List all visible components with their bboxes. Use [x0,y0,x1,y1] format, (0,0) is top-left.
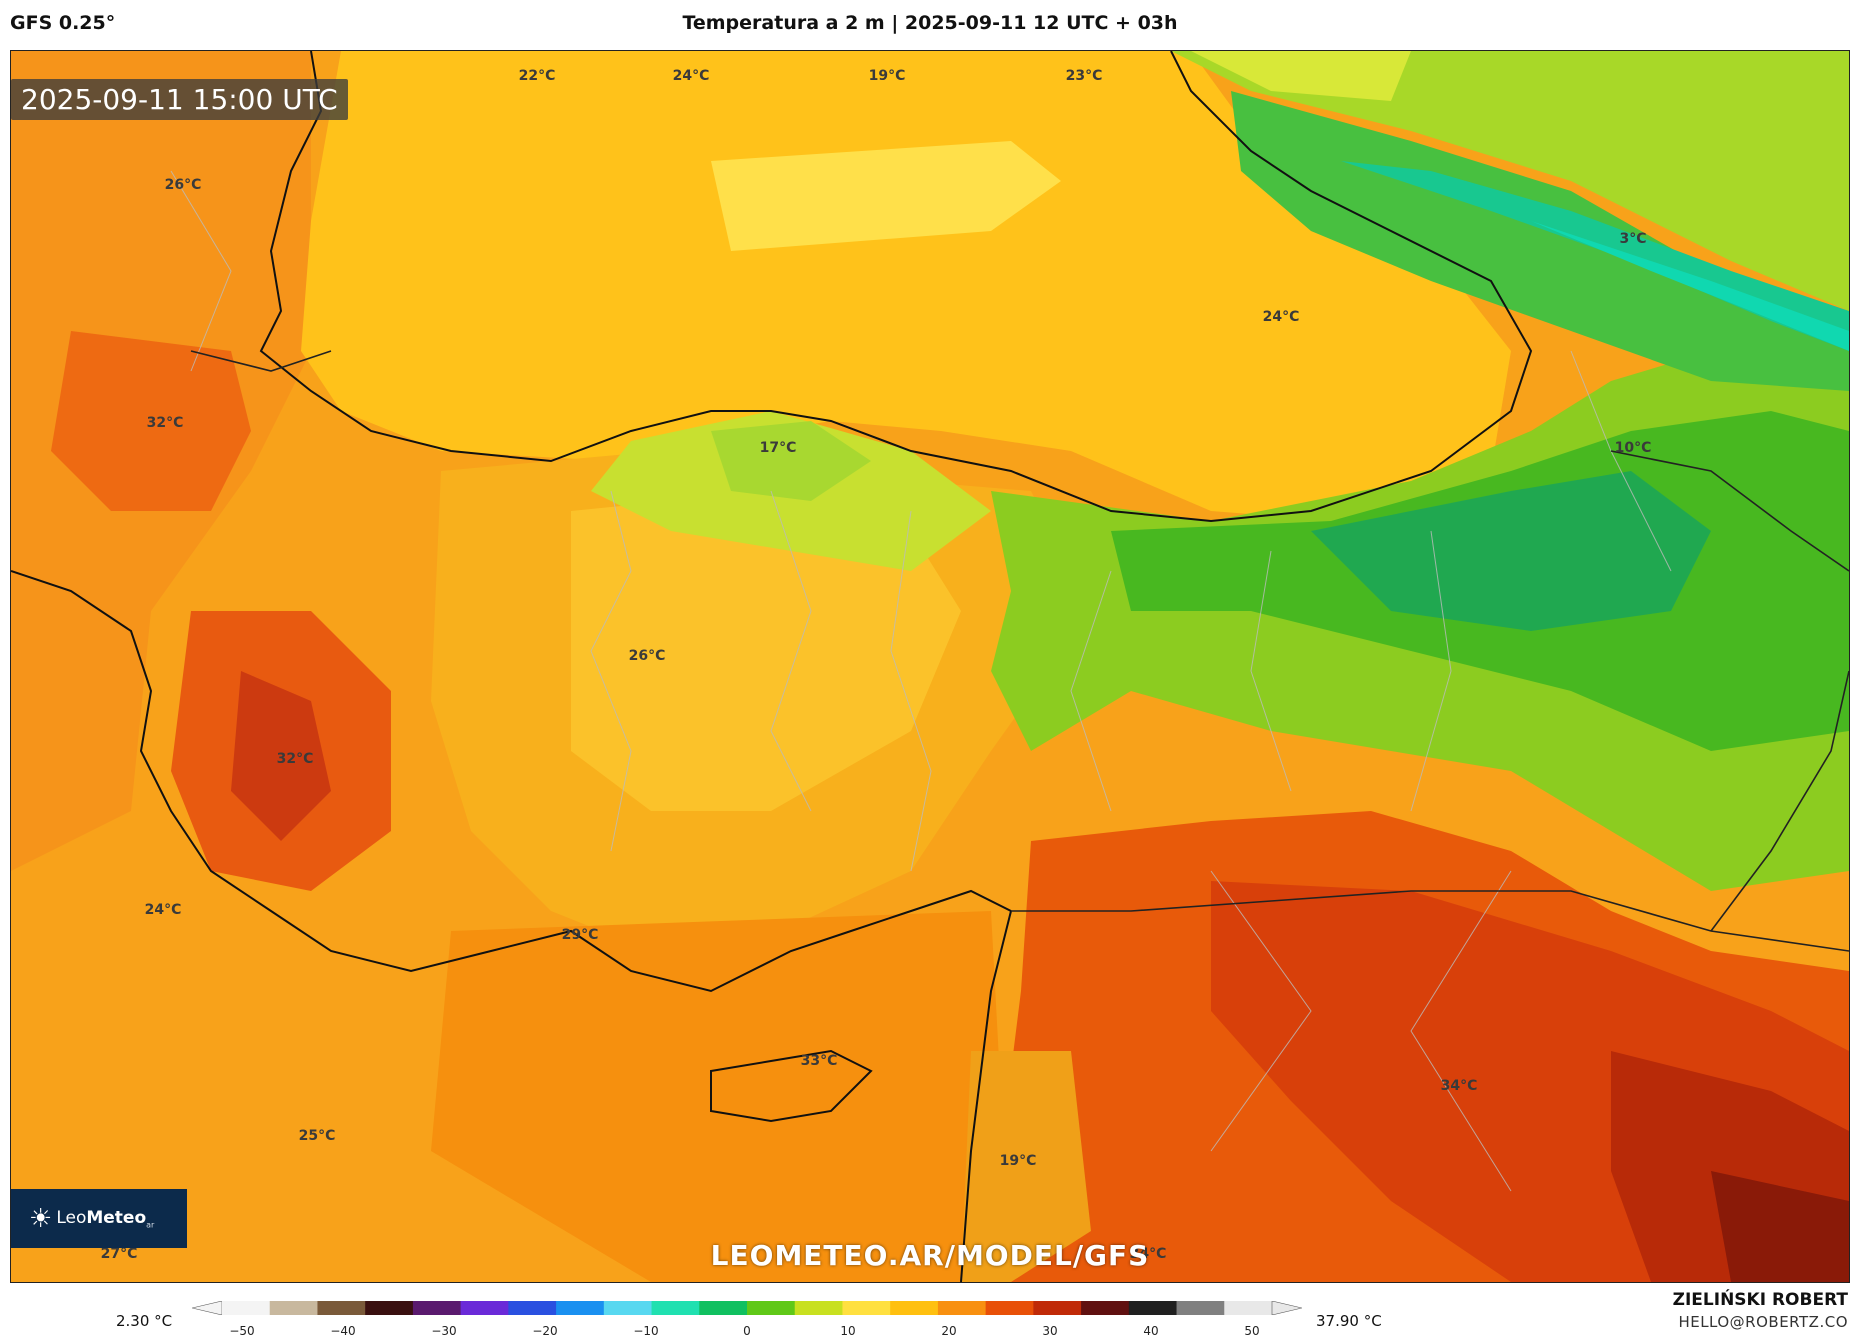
colorbar-segment [508,1301,557,1315]
colorbar-segment [1224,1301,1273,1315]
temp-label: 23°C [1065,68,1103,84]
leometeo-logo: ☀ LeoMeteoar [11,1189,187,1248]
colorbar-max-extend [1271,1301,1302,1315]
colorbar-tick-label: 10 [840,1324,856,1338]
colorbar-tick-label: 30 [1042,1324,1058,1338]
colorbar-tick-label: −30 [431,1324,457,1338]
colorbar-tick-label: 50 [1244,1324,1260,1338]
colorbar-segment [556,1301,605,1315]
logo-text: LeoMeteoar [56,1207,155,1230]
colorbar-segment [937,1301,987,1315]
temp-label: 32°C [146,415,184,431]
temperature-field [11,51,1849,1282]
colorbar-tick-label: 20 [941,1324,957,1338]
colorbar-tick-label: 0 [743,1324,751,1338]
author-name: ZIELIŃSKI ROBERT [1672,1290,1848,1310]
colorbar-segment [747,1301,796,1315]
colorbar-segment [699,1301,748,1315]
temp-label: 29°C [561,927,599,943]
colorbar-tick-label: −10 [633,1324,659,1338]
temp-label: 24°C [144,902,182,918]
colorbar-segment [1081,1301,1130,1315]
temp-label: 22°C [518,68,556,84]
author-email: HELLO@ROBERTZ.CO [1678,1313,1848,1331]
colorbar-tick-label: 40 [1143,1324,1159,1338]
colorbar-max-label: 37.90 °C [1316,1312,1382,1330]
colorbar-tick-label: −40 [330,1324,356,1338]
colorbar-ticks: −50 −40 −30 −20 −10 0 10 20 30 40 50 [192,1324,1302,1340]
temp-label: 34°C [1129,1246,1167,1262]
colorbar-segment [269,1301,318,1315]
temp-label: 19°C [999,1153,1037,1169]
colorbar-segment [460,1301,509,1315]
temp-label: 10°C [1614,440,1652,456]
colorbar-segment [985,1301,1034,1315]
model-label: GFS 0.25° [10,12,116,34]
temp-label: 24°C [1262,309,1300,325]
temp-label: 26°C [628,648,666,664]
map-title: Temperatura a 2 m | 2025-09-11 12 UTC + … [682,12,1178,34]
colorbar-segment [1033,1301,1082,1315]
colorbar-segment [794,1301,843,1315]
colorbar-min-label: 2.30 °C [116,1312,173,1330]
colorbar-segment [1176,1301,1225,1315]
temp-label: 27°C [100,1246,138,1262]
colorbar-tick-label: −50 [229,1324,255,1338]
colorbar-segment [412,1301,462,1315]
temp-label: 17°C [759,440,797,456]
temp-label: 34°C [1440,1078,1478,1094]
sun-icon: ☀ [29,1203,53,1234]
colorbar-segment [222,1301,271,1315]
timestamp-badge: 2025-09-11 15:00 UTC [11,79,348,120]
temp-label: 3°C [1619,231,1647,247]
colorbar-segment [890,1301,939,1315]
temp-label: 26°C [164,177,202,193]
temp-label: 33°C [800,1053,838,1069]
colorbar-segment [842,1301,891,1315]
colorbar-segment [365,1301,414,1315]
temperature-map[interactable]: 2025-09-11 15:00 UTC 22°C 24°C 19°C 23°C… [10,50,1850,1283]
colorbar-segment [603,1301,653,1315]
temp-label: 24°C [672,68,710,84]
colorbar-tick-label: −20 [532,1324,558,1338]
watermark-url: LEOMETEO.AR/MODEL/GFS [710,1239,1150,1272]
temp-label: 32°C [276,751,314,767]
colorbar-segment [317,1301,366,1315]
colorbar-segment [651,1301,700,1315]
temp-label: 25°C [298,1128,336,1144]
colorbar-segment [1128,1301,1178,1315]
colorbar-min-extend [192,1301,223,1315]
colorbar [192,1301,1302,1315]
temp-label: 19°C [868,68,906,84]
